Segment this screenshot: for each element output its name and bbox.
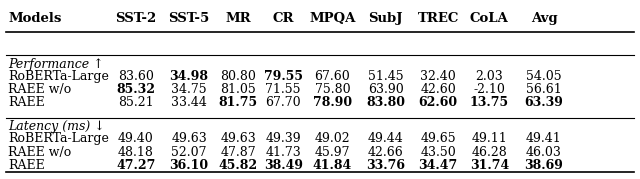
Text: 81.05: 81.05 <box>221 83 256 96</box>
Text: 48.18: 48.18 <box>118 146 154 159</box>
Text: 32.40: 32.40 <box>420 70 456 83</box>
Text: 83.60: 83.60 <box>118 70 154 83</box>
Text: 38.49: 38.49 <box>264 159 303 171</box>
Text: 67.60: 67.60 <box>315 70 350 83</box>
Text: 42.60: 42.60 <box>420 83 456 96</box>
Text: 49.11: 49.11 <box>472 132 507 145</box>
Text: 52.07: 52.07 <box>172 146 207 159</box>
Text: 13.75: 13.75 <box>470 96 509 109</box>
Text: Performance ↑: Performance ↑ <box>8 58 104 71</box>
Text: 49.63: 49.63 <box>221 132 256 145</box>
Text: 34.47: 34.47 <box>419 159 458 171</box>
Text: RAEE: RAEE <box>8 96 45 109</box>
Text: 33.76: 33.76 <box>366 159 405 171</box>
Text: 43.50: 43.50 <box>420 146 456 159</box>
Text: 49.41: 49.41 <box>526 132 562 145</box>
Text: 67.70: 67.70 <box>266 96 301 109</box>
Text: 33.44: 33.44 <box>171 96 207 109</box>
Text: 47.27: 47.27 <box>116 159 156 171</box>
Text: 49.44: 49.44 <box>368 132 403 145</box>
Text: 49.39: 49.39 <box>266 132 301 145</box>
Text: RoBERTa-Large: RoBERTa-Large <box>8 70 109 83</box>
Text: 49.02: 49.02 <box>315 132 350 145</box>
Text: 45.97: 45.97 <box>315 146 350 159</box>
Text: CR: CR <box>273 12 294 25</box>
Text: RAEE: RAEE <box>8 159 45 171</box>
Text: 63.90: 63.90 <box>368 83 403 96</box>
Text: SST-2: SST-2 <box>115 12 157 25</box>
Text: 41.84: 41.84 <box>313 159 352 171</box>
Text: 45.82: 45.82 <box>219 159 258 171</box>
Text: RAEE w/o: RAEE w/o <box>8 146 72 159</box>
Text: MR: MR <box>225 12 252 25</box>
Text: 42.66: 42.66 <box>368 146 403 159</box>
Text: 56.61: 56.61 <box>526 83 562 96</box>
Text: 46.28: 46.28 <box>472 146 507 159</box>
Text: 46.03: 46.03 <box>526 146 562 159</box>
Text: 54.05: 54.05 <box>526 70 562 83</box>
Text: 49.63: 49.63 <box>172 132 207 145</box>
Text: CoLA: CoLA <box>470 12 509 25</box>
Text: 47.87: 47.87 <box>221 146 256 159</box>
Text: 51.45: 51.45 <box>368 70 403 83</box>
Text: TREC: TREC <box>417 12 459 25</box>
Text: 85.21: 85.21 <box>118 96 154 109</box>
Text: 75.80: 75.80 <box>315 83 350 96</box>
Text: 63.39: 63.39 <box>525 96 563 109</box>
Text: 78.90: 78.90 <box>313 96 352 109</box>
Text: Latency (ms) ↓: Latency (ms) ↓ <box>8 120 105 133</box>
Text: 49.40: 49.40 <box>118 132 154 145</box>
Text: 80.80: 80.80 <box>220 70 257 83</box>
Text: SST-5: SST-5 <box>168 12 210 25</box>
Text: 49.65: 49.65 <box>420 132 456 145</box>
Text: 81.75: 81.75 <box>219 96 258 109</box>
Text: 2.03: 2.03 <box>476 70 503 83</box>
Text: 34.75: 34.75 <box>172 83 207 96</box>
Text: 85.32: 85.32 <box>116 83 156 96</box>
Text: 41.73: 41.73 <box>266 146 301 159</box>
Text: 36.10: 36.10 <box>170 159 209 171</box>
Text: 34.98: 34.98 <box>170 70 209 83</box>
Text: Avg: Avg <box>531 12 557 25</box>
Text: Models: Models <box>8 12 61 25</box>
Text: 83.80: 83.80 <box>366 96 405 109</box>
Text: RoBERTa-Large: RoBERTa-Large <box>8 132 109 145</box>
Text: 71.55: 71.55 <box>266 83 301 96</box>
Text: 62.60: 62.60 <box>419 96 458 109</box>
Text: -2.10: -2.10 <box>474 83 505 96</box>
Text: 38.69: 38.69 <box>525 159 563 171</box>
Text: 31.74: 31.74 <box>470 159 509 171</box>
Text: 79.55: 79.55 <box>264 70 303 83</box>
Text: MPQA: MPQA <box>309 12 356 25</box>
Text: RAEE w/o: RAEE w/o <box>8 83 72 96</box>
Text: SubJ: SubJ <box>369 12 403 25</box>
